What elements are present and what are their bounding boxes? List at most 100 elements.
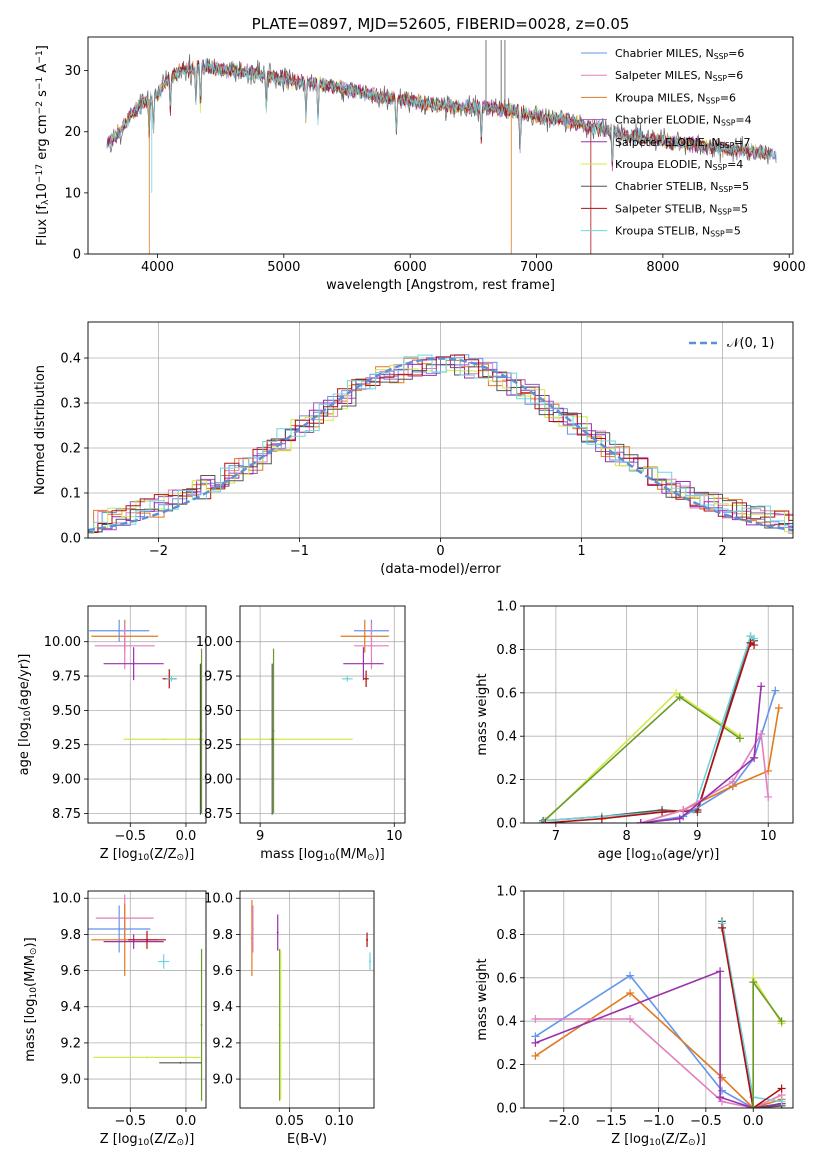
residuals-xlabel: (data-model)/error — [380, 562, 501, 577]
z_age-xlabel-part: ⊙ — [177, 853, 185, 863]
legend-entry-part: =5 — [733, 180, 749, 193]
data-point — [200, 729, 203, 732]
z_weight-frame — [523, 890, 794, 1109]
z_weight-xlabel-part: 10 — [649, 1138, 661, 1148]
spectrum-ylabel-part: A — [35, 64, 50, 77]
mass_age-xlabel-part: 10 — [323, 853, 335, 863]
mass_age-ytick-label: 9.00 — [204, 773, 233, 788]
legend-entry-part: Chabrier ELODIE, N — [615, 114, 721, 127]
age_weight-ylabel: mass weight — [475, 673, 490, 755]
z_age-xtick-label: 0.0 — [176, 829, 197, 844]
mass_age-ytick-label: 9.75 — [204, 670, 233, 685]
ebv_mass-xtick-label: 0.10 — [325, 1114, 354, 1129]
z_age-ytick-label: 9.50 — [52, 704, 81, 719]
age_weight-ytick-label: 0.4 — [496, 730, 517, 745]
weight-marker — [531, 1015, 540, 1024]
legend-entry-part: SSP — [714, 52, 729, 61]
ebv_mass-ytick-label: 9.0 — [212, 1073, 233, 1088]
z_mass-xtick-label: 0.0 — [176, 1114, 197, 1129]
age_weight-ytick-label: 1.0 — [496, 600, 517, 615]
mass_age-frame — [239, 605, 406, 824]
weight-marker — [675, 814, 684, 823]
z_age-ytick-label: 9.75 — [52, 670, 81, 685]
mass_age-ytick-label: 8.75 — [204, 807, 233, 822]
z_weight-panel: −2.0 −1.5 −1.0 −0.5 0.0 0.0 0.2 0.4 0.6 0.8 1.0 Z [… — [475, 885, 794, 1148]
weight-marker — [750, 753, 759, 762]
weight-marker — [626, 988, 635, 997]
weight-marker — [777, 1017, 786, 1026]
data-point — [346, 677, 349, 680]
data-point — [370, 644, 373, 647]
spectrum-ylabel-part: 10 — [35, 183, 50, 200]
z_mass-xlabel-part: (Z/Z — [149, 1132, 176, 1147]
data-point — [199, 738, 202, 741]
legend-entry-part: Kroupa ELODIE, N — [615, 158, 713, 171]
ebv_mass-plot-area — [250, 900, 372, 1101]
spectrum-xtick-label: 9000 — [773, 260, 806, 275]
mass_age-xlabel: mass [log10(M/M⊙)] — [260, 847, 384, 863]
mass_age-xlabel-part: )] — [375, 847, 385, 862]
weight-marker — [771, 686, 780, 695]
legend-entry-gaussian: 𝒩(0, 1) — [727, 336, 774, 351]
z_mass-xlabel-part: ⊙ — [177, 1138, 185, 1148]
z_weight-ytick-label: 0.4 — [496, 1015, 517, 1030]
ebv_mass-xlabel: E(B-V) — [287, 1132, 327, 1147]
z_mass-plot-area — [88, 894, 203, 1101]
data-point — [132, 662, 135, 665]
gaussian-curve — [88, 357, 793, 532]
z_weight-ytick-label: 0.2 — [496, 1058, 517, 1073]
spectrum-frame — [87, 36, 794, 255]
legend-entry: Kroupa STELIB, NSSP=5 — [615, 225, 741, 239]
weight-marker — [717, 1073, 726, 1082]
z_age-ylabel-part: 10 — [23, 710, 33, 722]
legend-entry-part: Kroupa STELIB, N — [615, 225, 710, 238]
data-point — [369, 960, 372, 963]
z_age-xlabel-part: 10 — [138, 853, 150, 863]
legend-entry: Kroupa ELODIE, NSSP=4 — [615, 158, 743, 172]
z_mass-xlabel: Z [log10(Z/Z⊙)] — [100, 1132, 195, 1148]
residuals-ylabel: Normed distribution — [33, 365, 48, 495]
weight-marker — [757, 730, 766, 739]
weight-marker — [749, 978, 758, 987]
data-point — [275, 738, 278, 741]
residual-histogram-chabrier_stelib — [88, 364, 793, 538]
ebv_mass-xtick-label: 0.05 — [275, 1114, 304, 1129]
mass_age-ytick-label: 9.50 — [204, 704, 233, 719]
data-point — [179, 1061, 182, 1064]
data-point — [272, 729, 275, 732]
z_age-xlabel-part: )] — [184, 847, 194, 862]
z_weight-ylabel: mass weight — [475, 958, 490, 1040]
spectrum-panel: 4000 5000 6000 7000 8000 9000 0 10 20 30 PLATE=089… — [35, 15, 806, 293]
z_age-xlabel-part: Z [log — [100, 847, 138, 862]
weight-marker — [735, 734, 744, 743]
legend-entry-part: Chabrier MILES, N — [615, 47, 714, 60]
z_mass-ytick-label: 9.2 — [60, 1036, 81, 1051]
mass_age-xtick-label: 9 — [256, 829, 264, 844]
z_mass-xlabel-part: 10 — [138, 1138, 150, 1148]
data-point — [362, 662, 365, 665]
z_age-xtick-label: −0.5 — [115, 829, 147, 844]
spectrum-title: PLATE=0897, MJD=52605, FIBERID=0028, z=0… — [252, 15, 630, 33]
spectrum-xtick-label: 7000 — [520, 260, 553, 275]
spectrum-ylabel-part: λ — [41, 199, 51, 205]
z_weight-ytick-label: 1.0 — [496, 885, 517, 900]
residuals-ytick-label: 0.2 — [60, 442, 81, 457]
z_weight-xlabel-part: ⊙ — [688, 1138, 696, 1148]
spectrum-series-line — [109, 58, 777, 162]
legend-entry: Salpeter MILES, NSSP=6 — [615, 69, 743, 83]
mass_age-xlabel-part: mass [log — [260, 847, 323, 862]
data-point — [162, 738, 165, 741]
z_weight-xtick-label: −2.0 — [548, 1114, 580, 1129]
spectrum-ylabel-part: erg cm — [35, 114, 50, 163]
z_mass-panel: −0.5 0.09.09.29.49.69.810.0Z [log10(Z/Z⊙)… — [23, 890, 207, 1148]
z_mass-ylabel-part: (M/M — [23, 955, 38, 987]
z_mass-xtick-label: −0.5 — [115, 1114, 147, 1129]
spectrum-xtick-label: 5000 — [267, 260, 300, 275]
legend-entry: Salpeter STELIB, NSSP=5 — [615, 202, 748, 216]
residuals-panel: −2 −1 0 1 2 0.0 0.1 0.2 0.3 0.4 (data-model)/error… — [33, 321, 794, 577]
weight-marker — [749, 1104, 758, 1108]
z_age-ytick-label: 9.25 — [52, 738, 81, 753]
z_weight-xlabel-part: (Z/Z — [661, 1132, 688, 1147]
legend-entry-part: Salpeter STELIB, N — [615, 202, 717, 215]
